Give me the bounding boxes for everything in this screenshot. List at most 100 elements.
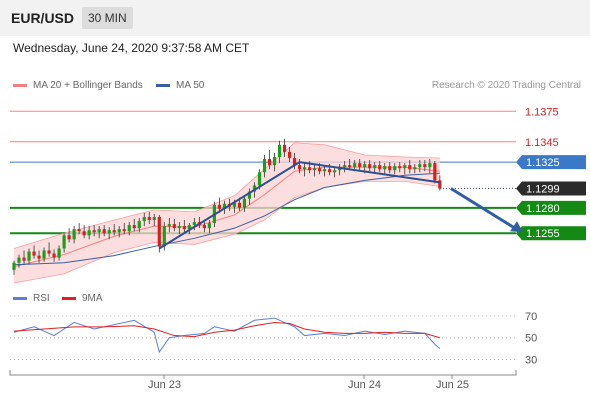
candle-body (418, 164, 422, 168)
candle-body (72, 229, 76, 240)
candle-body (393, 166, 397, 171)
timeframe-button[interactable]: 30 MIN (82, 7, 133, 29)
candle-body (343, 165, 347, 168)
level-tag (516, 200, 586, 215)
legend-rsi-label: RSI (33, 293, 50, 304)
legend-9ma-swatch (62, 296, 76, 300)
trendline (158, 161, 301, 250)
candle-body (353, 163, 357, 168)
projection-arrow-head (510, 221, 523, 233)
candle-body (187, 225, 191, 230)
candle-body (102, 229, 106, 234)
header-bar: EUR/USD 30 MIN (0, 0, 590, 36)
legend-9ma: 9MA (62, 293, 103, 304)
candle-body (192, 222, 196, 226)
candle-body (117, 229, 121, 233)
rsi-tick-label: 70 (525, 311, 537, 323)
candle-body (252, 185, 257, 192)
level-tag (516, 226, 586, 241)
candle-body (358, 163, 362, 168)
candle-body (348, 165, 352, 168)
candle-body (142, 216, 146, 222)
candle-body (27, 251, 31, 261)
legend-ma50: MA 50 (156, 80, 204, 91)
legend-9ma-label: 9MA (82, 293, 103, 304)
candle-body (12, 262, 16, 270)
candle-body (313, 168, 317, 171)
level-label: 1.1299 (526, 184, 560, 196)
candle-body (122, 229, 126, 232)
x-tick-label: Jun 23 (148, 379, 181, 391)
rsi-tick-label: 50 (525, 333, 537, 345)
candle-body (302, 167, 307, 170)
candle-body (297, 165, 302, 170)
rsi-tick-label: 30 (525, 355, 537, 367)
ma50-line (13, 172, 440, 266)
rsi-line (13, 317, 441, 354)
legend-rsi: RSI (13, 293, 50, 304)
candle-body (207, 223, 211, 229)
candle-body (127, 225, 131, 232)
level-label: 1.1280 (526, 203, 560, 215)
candle-body (177, 226, 181, 229)
candle-body (132, 225, 136, 229)
candle-body (292, 158, 297, 166)
candle-body (87, 230, 91, 236)
level-tag (516, 181, 586, 196)
trendline (299, 161, 440, 184)
instrument-title: EUR/USD (11, 10, 75, 26)
candle-body (423, 164, 427, 168)
datetime-label: Wednesday, June 24, 2020 9:37:58 AM CET (13, 41, 250, 55)
x-tick-label: Jun 24 (348, 379, 381, 391)
candle-body (237, 202, 242, 208)
candle-body (152, 216, 156, 221)
x-axis (9, 370, 517, 376)
candle-body (217, 204, 222, 209)
candle-body (438, 180, 442, 189)
candle-body (42, 250, 46, 259)
candle-body (267, 159, 272, 166)
candle-body (282, 144, 287, 152)
candle-body (157, 216, 161, 247)
level-label: 1.1375 (525, 106, 559, 118)
candle-body (318, 168, 322, 172)
candle-body (112, 230, 116, 233)
candle-body (32, 251, 36, 256)
candle-body (277, 144, 282, 158)
candle-body (413, 167, 417, 170)
legend-rsi-swatch (13, 296, 27, 300)
candle-body (247, 191, 252, 199)
bollinger-band (14, 142, 440, 284)
candle-body (82, 231, 86, 236)
candle-body (378, 165, 382, 170)
candle-body (167, 224, 171, 227)
candle-body (137, 221, 141, 229)
candle-body (307, 167, 312, 171)
candle-body (62, 235, 66, 249)
candle-body (328, 169, 332, 173)
candle-body (272, 157, 277, 166)
candle-body (182, 226, 186, 230)
candle-body (383, 166, 387, 170)
candle-body (333, 170, 337, 173)
level-tag (516, 155, 586, 170)
legend-ma20-swatch (13, 83, 27, 87)
candle-body (147, 216, 151, 221)
candle-body (363, 164, 367, 168)
candle-body (242, 198, 247, 208)
candle-body (257, 172, 262, 186)
candle-body (408, 165, 412, 170)
candle-body (428, 163, 432, 168)
candle-body (403, 165, 407, 169)
candle-body (77, 229, 81, 232)
candle-body (107, 230, 111, 234)
legend-ma50-swatch (156, 83, 170, 87)
candle-body (47, 250, 51, 254)
candle-body (52, 253, 56, 258)
candle-body (37, 255, 41, 259)
candle-body (323, 169, 327, 172)
candle-body (433, 163, 437, 181)
candle-body (368, 164, 372, 169)
candle-body (202, 225, 206, 229)
